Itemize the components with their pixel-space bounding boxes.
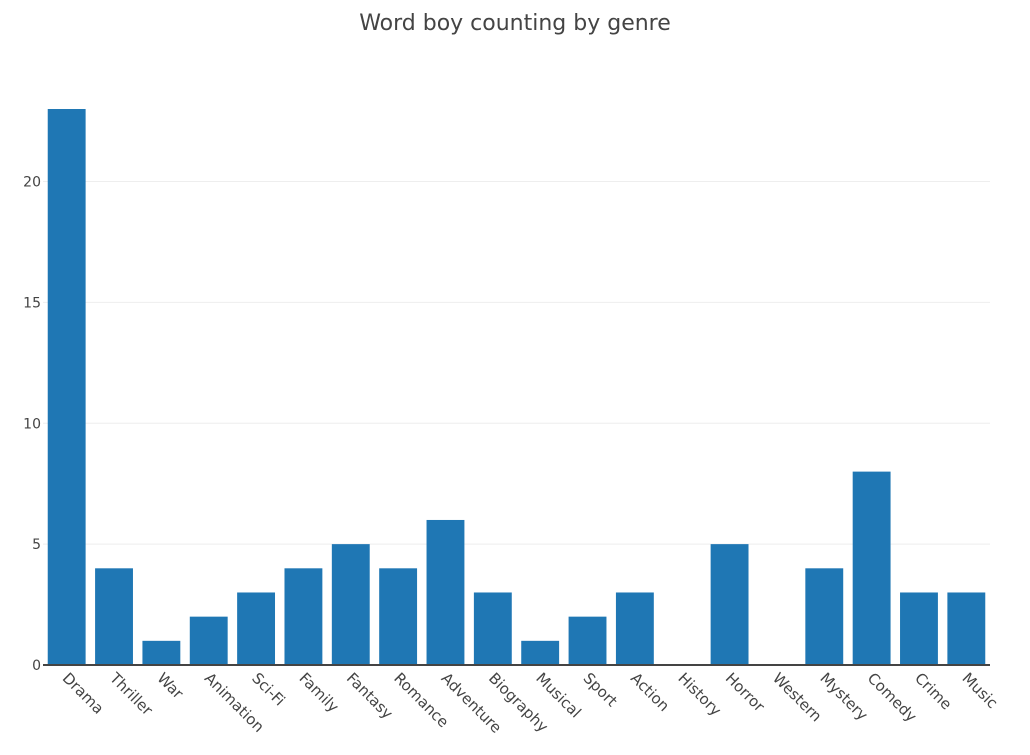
bar-war [142, 640, 181, 665]
y-tick-label: 5 [32, 537, 41, 553]
bar-fantasy [331, 544, 370, 665]
x-tick-label: Music [958, 669, 1001, 712]
x-tick-label: Action [627, 669, 673, 715]
bar-romance [379, 568, 418, 665]
bar-mystery [805, 568, 844, 665]
x-tick-label: Western [769, 669, 825, 725]
x-tick-label: Mystery [816, 669, 871, 724]
y-gridlines [43, 181, 990, 545]
bar-crime [900, 592, 938, 665]
x-tick-label: History [674, 669, 725, 720]
bar-animation [189, 616, 228, 665]
bar-comedy [852, 471, 891, 665]
x-tick-label: Sport [580, 669, 621, 710]
bar-sport [568, 616, 607, 665]
bar-musical [521, 640, 560, 665]
y-tick-label: 20 [23, 175, 41, 191]
bar-biography [473, 592, 512, 665]
x-tick-label: Crime [911, 669, 955, 713]
chart-title: Word boy counting by genre [359, 11, 671, 36]
y-tick-label: 10 [23, 416, 41, 432]
bar-thriller [95, 568, 133, 665]
x-tick-label: Family [296, 669, 343, 716]
x-tick-label: Sci-Fi [248, 669, 288, 709]
x-tick-label: Comedy [864, 669, 921, 726]
y-axis-ticks: 0 5 10 15 20 [23, 175, 41, 674]
x-tick-label: Fantasy [343, 669, 397, 723]
x-tick-label: Drama [59, 669, 108, 718]
x-tick-label: War [154, 669, 188, 703]
bar-music [947, 592, 986, 665]
bar-adventure [426, 519, 465, 665]
bar-horror [710, 544, 749, 665]
x-tick-label: Thriller [105, 668, 156, 719]
bar-family [284, 568, 323, 665]
bar-drama [47, 109, 86, 666]
bar-action [615, 592, 654, 665]
bars [47, 109, 986, 666]
y-tick-label: 0 [32, 658, 41, 674]
y-tick-label: 15 [23, 295, 41, 311]
x-tick-label: Horror [722, 669, 769, 716]
bar-sci-fi [237, 592, 276, 665]
